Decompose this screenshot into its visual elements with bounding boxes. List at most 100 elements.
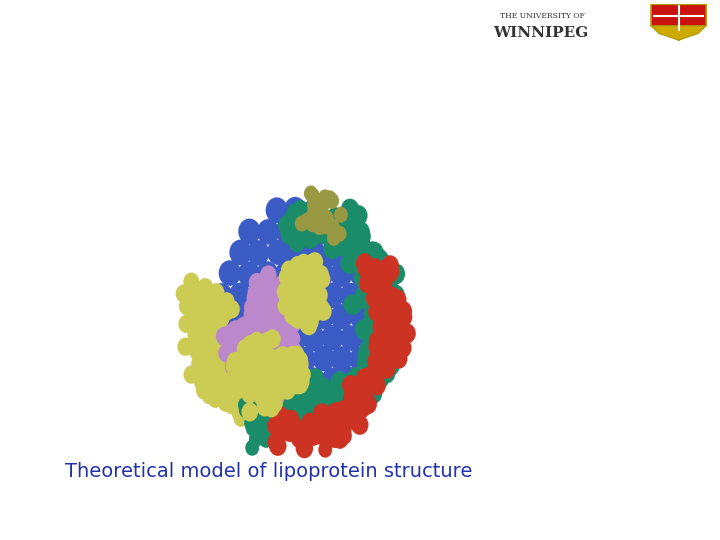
Circle shape <box>251 340 267 359</box>
Circle shape <box>290 368 307 387</box>
Circle shape <box>335 431 348 447</box>
Circle shape <box>233 404 249 423</box>
Circle shape <box>281 261 297 280</box>
Circle shape <box>243 359 259 378</box>
Circle shape <box>347 223 365 244</box>
Circle shape <box>202 301 218 319</box>
Circle shape <box>314 270 330 289</box>
Circle shape <box>325 397 343 417</box>
Circle shape <box>372 348 389 368</box>
Circle shape <box>204 362 220 380</box>
Circle shape <box>370 356 388 376</box>
Circle shape <box>370 356 388 377</box>
Circle shape <box>321 218 339 239</box>
Circle shape <box>241 329 258 349</box>
Circle shape <box>333 420 346 436</box>
Circle shape <box>242 362 258 381</box>
Circle shape <box>360 261 378 281</box>
Circle shape <box>377 347 395 368</box>
Circle shape <box>273 381 289 400</box>
Circle shape <box>395 338 412 358</box>
Circle shape <box>285 314 302 333</box>
Circle shape <box>320 389 338 409</box>
Circle shape <box>308 418 325 438</box>
Circle shape <box>284 368 306 393</box>
Circle shape <box>257 347 279 373</box>
Circle shape <box>395 301 412 321</box>
Circle shape <box>266 410 288 436</box>
Circle shape <box>258 352 274 371</box>
Circle shape <box>242 329 258 348</box>
Circle shape <box>250 296 266 315</box>
Circle shape <box>250 382 266 401</box>
Circle shape <box>387 293 405 314</box>
Circle shape <box>272 298 289 316</box>
Circle shape <box>276 359 292 377</box>
Circle shape <box>330 218 352 244</box>
Circle shape <box>300 402 318 422</box>
Circle shape <box>343 394 361 414</box>
Circle shape <box>282 411 299 431</box>
Circle shape <box>281 370 297 389</box>
Circle shape <box>369 332 387 353</box>
Circle shape <box>192 325 208 342</box>
Circle shape <box>266 368 288 394</box>
Circle shape <box>260 363 276 382</box>
Circle shape <box>372 346 390 366</box>
Circle shape <box>326 219 340 234</box>
Circle shape <box>245 364 261 383</box>
Circle shape <box>302 301 318 320</box>
Circle shape <box>257 325 274 344</box>
Circle shape <box>292 355 309 374</box>
Circle shape <box>324 217 341 238</box>
Circle shape <box>256 368 273 387</box>
Circle shape <box>313 401 331 422</box>
Circle shape <box>377 329 395 350</box>
Circle shape <box>278 397 296 418</box>
Circle shape <box>272 359 289 377</box>
Circle shape <box>254 414 269 432</box>
Circle shape <box>303 240 325 266</box>
Circle shape <box>200 381 216 399</box>
Circle shape <box>361 367 378 387</box>
Circle shape <box>209 301 225 320</box>
Circle shape <box>321 368 343 394</box>
Circle shape <box>320 428 337 448</box>
Circle shape <box>289 309 306 328</box>
Circle shape <box>261 280 277 299</box>
Circle shape <box>352 374 370 395</box>
Circle shape <box>380 324 397 345</box>
Circle shape <box>365 246 383 267</box>
Circle shape <box>263 352 279 371</box>
Circle shape <box>374 274 392 295</box>
Circle shape <box>369 345 387 365</box>
Circle shape <box>366 242 383 262</box>
Circle shape <box>254 366 271 384</box>
Circle shape <box>253 382 270 401</box>
Circle shape <box>343 390 361 410</box>
Circle shape <box>297 263 313 282</box>
Circle shape <box>224 300 240 318</box>
Circle shape <box>343 410 361 430</box>
Circle shape <box>248 318 264 337</box>
Circle shape <box>240 327 257 346</box>
Circle shape <box>243 333 258 352</box>
Circle shape <box>313 219 335 245</box>
Circle shape <box>197 302 213 321</box>
Circle shape <box>361 272 379 292</box>
Circle shape <box>376 281 393 300</box>
Circle shape <box>230 379 246 397</box>
Circle shape <box>206 380 222 399</box>
Circle shape <box>251 394 264 409</box>
Circle shape <box>372 296 390 317</box>
Circle shape <box>213 310 229 329</box>
Circle shape <box>255 291 271 310</box>
Circle shape <box>358 325 380 350</box>
Circle shape <box>235 327 252 346</box>
Circle shape <box>351 379 369 400</box>
Circle shape <box>354 398 371 418</box>
Circle shape <box>303 368 325 393</box>
Circle shape <box>265 386 282 405</box>
Circle shape <box>247 346 264 365</box>
Circle shape <box>368 292 386 313</box>
